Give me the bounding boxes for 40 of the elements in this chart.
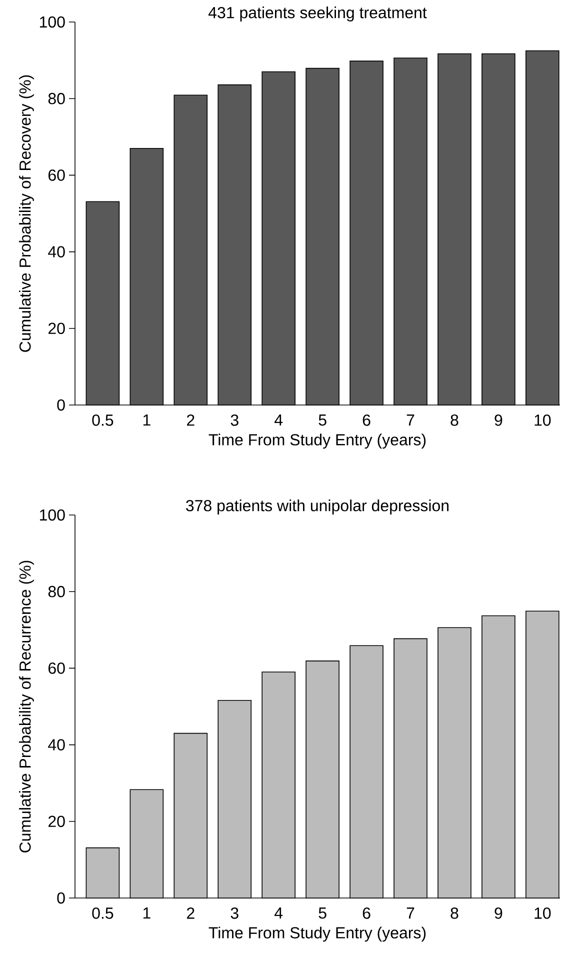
x-tick-label: 9 [494, 414, 502, 426]
x-tick-label: 9 [494, 908, 502, 919]
y-tick-label: 60 [48, 170, 65, 181]
x-tick-label: 3 [230, 908, 238, 919]
x-tick-label: 8 [450, 908, 458, 919]
y-tick-label: 80 [48, 92, 65, 104]
x-tick-label: 5 [318, 414, 326, 426]
y-tick-label: 60 [48, 662, 65, 674]
x-tick-label: 7 [406, 414, 414, 426]
y-tick-label: 20 [48, 816, 65, 828]
x-tick-label: 1 [143, 908, 150, 919]
x-tick-label: 4 [274, 414, 283, 426]
x-tick-label: 7 [406, 908, 414, 919]
y-tick-label: 0 [57, 892, 65, 904]
x-tick-label: 0.5 [92, 414, 114, 426]
y-tick-label: 100 [40, 16, 65, 28]
y-tick-label: 40 [48, 246, 65, 258]
y-axis-title: Cumulative Probability of Recurrence (%) [19, 560, 34, 852]
x-tick-label: 6 [362, 908, 370, 919]
y-tick-label: 20 [48, 322, 65, 334]
x-tick-label: 5 [318, 908, 326, 919]
y-tick-label: 40 [48, 739, 65, 750]
x-axis-title: Time From Study Entry (years) [208, 926, 426, 942]
y-tick-label: 0 [57, 399, 65, 411]
y-tick-label: 80 [48, 586, 65, 598]
chart-title: 431 patients seeking treatment [208, 6, 427, 22]
x-tick-label: 10 [534, 414, 551, 426]
x-tick-label: 10 [534, 908, 551, 919]
x-tick-label: 6 [362, 414, 370, 426]
chart-title: 378 patients with unipolar depression [186, 500, 448, 514]
x-tick-label: 3 [230, 414, 238, 426]
x-tick-label: 8 [450, 414, 458, 426]
x-tick-label: 4 [274, 908, 283, 919]
x-tick-label: 2 [187, 414, 194, 426]
x-tick-label: 1 [143, 414, 150, 426]
y-tick-label: 100 [40, 509, 65, 521]
x-tick-label: 0.5 [92, 908, 114, 919]
y-axis-title: Cumulative Probability of Recovery (%) [19, 75, 34, 352]
x-axis-title: Time From Study Entry (years) [208, 434, 426, 449]
x-tick-label: 2 [187, 908, 194, 919]
